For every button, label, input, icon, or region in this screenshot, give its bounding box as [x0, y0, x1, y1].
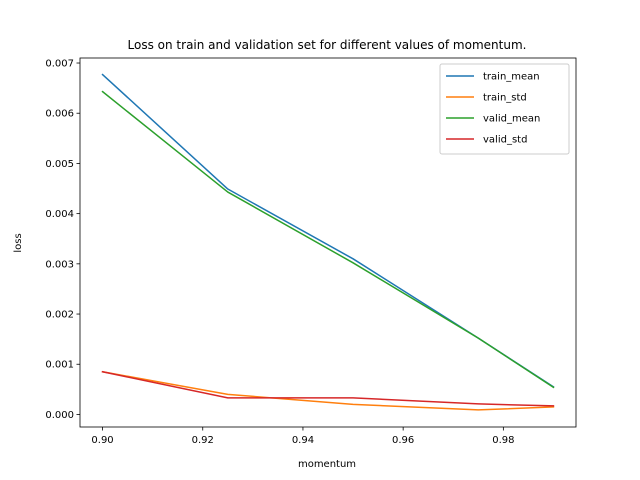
y-tick-label: 0.004 [45, 209, 74, 220]
y-tick-label: 0.007 [45, 59, 74, 70]
x-tick-label: 0.96 [392, 435, 414, 446]
legend: train_mean train_std valid_mean valid_std [439, 63, 570, 155]
x-axis: 0.90 0.92 0.94 0.96 0.98 [91, 427, 514, 446]
legend-box [439, 63, 570, 155]
y-tick-label: 0.005 [45, 159, 74, 170]
x-tick-label: 0.92 [192, 435, 214, 446]
x-tick-label: 0.94 [292, 435, 314, 446]
legend-label-valid-mean: valid_mean [483, 114, 540, 125]
chart-title: Loss on train and validation set for dif… [128, 38, 527, 52]
plot-frame [79, 57, 577, 428]
legend-label-train-std: train_std [483, 93, 527, 104]
x-axis-label: momentum [298, 459, 356, 470]
legend-label-train-mean: train_mean [483, 72, 540, 83]
y-axis: 0.000 0.001 0.002 0.003 0.004 0.005 0.006 0.007 [45, 59, 80, 421]
y-tick-label: 0.002 [45, 310, 74, 321]
legend-label-valid-std: valid_std [483, 135, 527, 146]
series-line-valid-mean [101, 90, 555, 389]
y-tick-label: 0.000 [45, 410, 74, 421]
y-tick-label: 0.001 [45, 360, 74, 371]
series-line-train-std [101, 370, 555, 411]
y-tick-label: 0.003 [45, 259, 74, 270]
y-axis-label: loss [13, 233, 24, 252]
y-tick-label: 0.006 [45, 109, 74, 120]
series-line-valid-std [101, 370, 555, 407]
x-tick-label: 0.90 [91, 435, 113, 446]
x-tick-label: 0.98 [492, 435, 514, 446]
plot-lines [101, 73, 555, 411]
